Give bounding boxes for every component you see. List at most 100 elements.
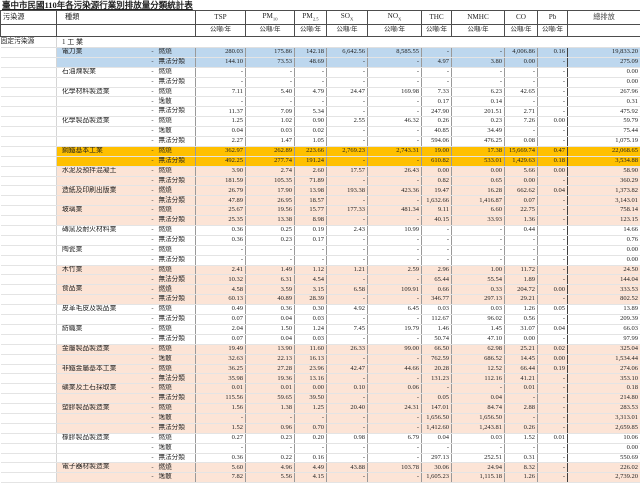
value-cell[interactable]: 0.03 [422,305,452,315]
dash-cell[interactable]: - [149,107,157,117]
value-cell[interactable]: 0.82 [422,176,452,186]
value-cell[interactable]: 0.36 [196,453,246,463]
value-cell[interactable]: 481.34 [368,206,422,216]
value-cell[interactable]: 19.00 [422,146,452,156]
total-cell[interactable]: 333.53 [568,285,640,295]
value-cell[interactable]: - [538,97,568,107]
value-cell[interactable]: - [452,245,505,255]
value-cell[interactable]: - [246,67,295,77]
total-cell[interactable]: 353.10 [568,374,640,384]
value-cell[interactable]: 28.39 [295,295,327,305]
value-cell[interactable]: - [327,196,368,206]
value-cell[interactable]: - [295,77,327,87]
industry-name-cell[interactable]: 化學材料製造業 [57,87,149,97]
value-cell[interactable]: - [368,137,422,147]
value-cell[interactable]: - [196,245,246,255]
value-cell[interactable]: - [327,295,368,305]
column-header-pb[interactable]: Pb [538,11,568,25]
value-cell[interactable]: - [505,255,538,265]
total-cell[interactable]: 275.09 [568,57,640,67]
value-cell[interactable]: 0.65 [452,176,505,186]
value-cell[interactable]: 0.03 [452,433,505,443]
column-header-pm2-5[interactable]: PM2.5 [295,11,327,25]
value-cell[interactable]: - [452,48,505,58]
value-cell[interactable]: 29.21 [505,295,538,305]
dash-cell[interactable]: - [149,364,157,374]
value-cell[interactable]: - [327,334,368,344]
value-cell[interactable]: 1.25 [295,404,327,414]
value-cell[interactable]: 3.15 [295,285,327,295]
value-cell[interactable]: 7.33 [422,87,452,97]
value-cell[interactable]: - [538,384,568,394]
value-cell[interactable]: - [295,245,327,255]
dash-cell[interactable]: - [149,245,157,255]
industry-name-cell[interactable] [57,275,149,285]
industry-name-cell[interactable] [57,127,149,137]
value-cell[interactable]: 0.16 [538,48,568,58]
category-cell[interactable]: 燃燒 [157,404,196,414]
value-cell[interactable]: - [422,245,452,255]
dash-cell[interactable]: - [149,146,157,156]
value-cell[interactable]: 4.54 [295,275,327,285]
industry-name-cell[interactable] [57,295,149,305]
value-cell[interactable]: 9.11 [422,206,452,216]
category-cell[interactable]: 無法分類 [157,176,196,186]
total-cell[interactable]: 758.14 [568,206,640,216]
header-pollution-source[interactable]: 污染源 [1,11,57,25]
value-cell[interactable]: 0.98 [327,433,368,443]
total-cell[interactable]: 802.52 [568,295,640,305]
value-cell[interactable]: 686.52 [452,354,505,364]
value-cell[interactable]: 17.90 [246,186,295,196]
dash-cell[interactable]: - [149,226,157,236]
value-cell[interactable]: 142.18 [295,48,327,58]
industry-name-cell[interactable] [57,137,149,147]
value-cell[interactable]: 0.00 [452,166,505,176]
value-cell[interactable]: - [327,57,368,67]
dash-cell[interactable]: - [149,176,157,186]
value-cell[interactable]: 1.12 [295,265,327,275]
value-cell[interactable]: 112.67 [422,315,452,325]
value-cell[interactable]: - [196,77,246,87]
value-cell[interactable]: 0.00 [295,384,327,394]
value-cell[interactable]: 1,656.50 [422,413,452,423]
value-cell[interactable]: - [327,453,368,463]
value-cell[interactable]: 0.17 [295,235,327,245]
value-cell[interactable]: - [368,443,422,453]
dash-cell[interactable]: - [149,235,157,245]
category-cell[interactable]: 燃燒 [157,67,196,77]
value-cell[interactable]: - [327,275,368,285]
value-cell[interactable]: 2.88 [505,404,538,414]
value-cell[interactable]: 44.66 [368,364,422,374]
value-cell[interactable]: 0.05 [538,305,568,315]
dash-cell[interactable]: - [149,344,157,354]
total-cell[interactable]: 0.00 [568,255,640,265]
value-cell[interactable]: 0.33 [452,285,505,295]
value-cell[interactable]: - [538,453,568,463]
industry-name-cell[interactable]: 陶瓷業 [57,245,149,255]
category-cell[interactable]: 燃燒 [157,324,196,334]
value-cell[interactable]: - [246,77,295,87]
total-cell[interactable]: 3,313.01 [568,413,640,423]
value-cell[interactable]: 280.03 [196,48,246,58]
value-cell[interactable]: - [196,67,246,77]
value-cell[interactable]: 103.78 [368,463,422,473]
industry-name-cell[interactable] [57,423,149,433]
value-cell[interactable]: - [327,473,368,483]
total-cell[interactable]: 274.06 [568,364,640,374]
category-cell[interactable]: 燃燒 [157,344,196,354]
value-cell[interactable]: 762.59 [422,354,452,364]
value-cell[interactable]: - [368,57,422,67]
dash-cell[interactable]: - [149,384,157,394]
value-cell[interactable]: 175.86 [246,48,295,58]
value-cell[interactable]: 71.89 [295,176,327,186]
value-cell[interactable]: - [368,453,422,463]
value-cell[interactable]: 5.60 [196,463,246,473]
value-cell[interactable]: 0.04 [246,315,295,325]
value-cell[interactable]: 8.32 [505,463,538,473]
value-cell[interactable]: 36.25 [196,364,246,374]
value-cell[interactable]: - [505,97,538,107]
value-cell[interactable]: 1.46 [422,324,452,334]
value-cell[interactable]: 1.38 [246,404,295,414]
column-header-sox[interactable]: SOX [327,11,368,25]
value-cell[interactable]: 0.16 [295,453,327,463]
